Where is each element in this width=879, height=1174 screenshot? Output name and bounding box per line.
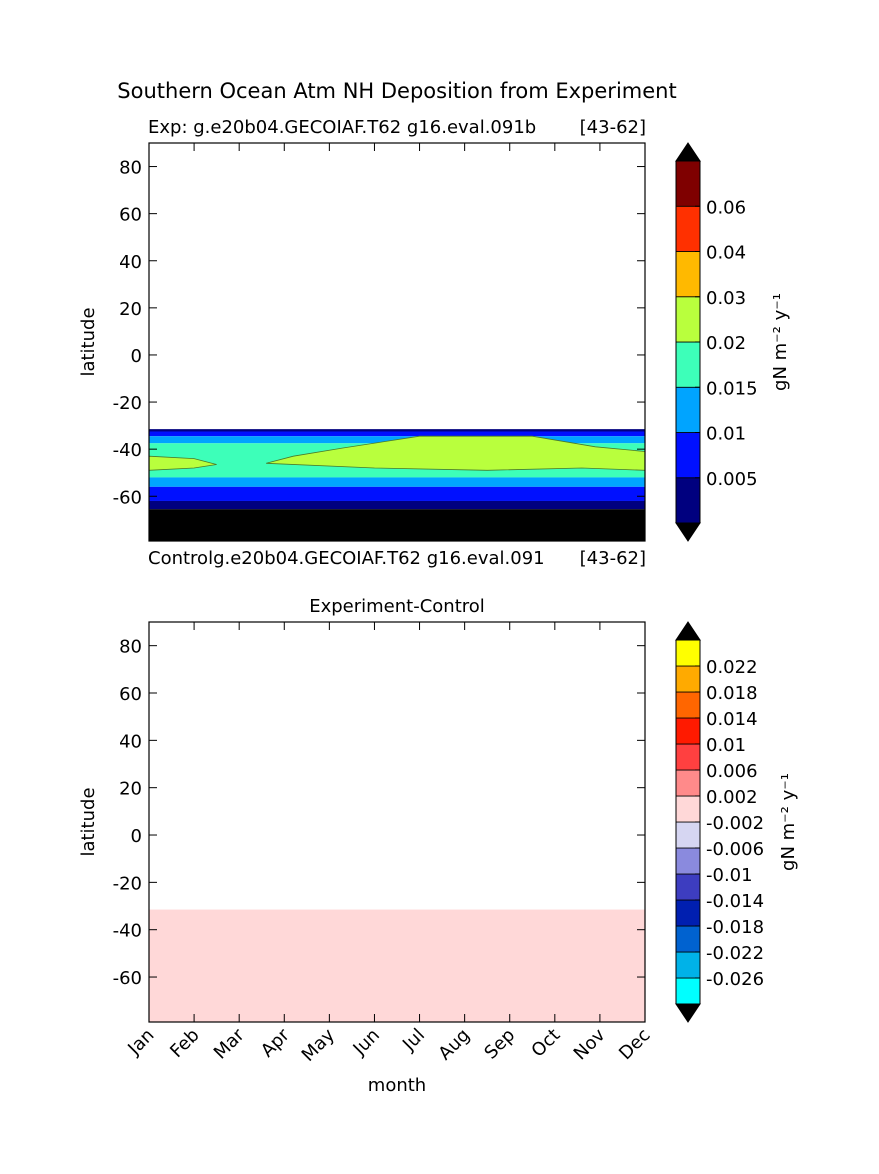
colorbar-tick-label: 0.04 (706, 243, 746, 264)
colorbar-swatch (675, 873, 701, 901)
xtick-label: Sep (480, 1025, 519, 1064)
ytick-label: -60 (113, 487, 142, 508)
difference-panel: 80 60 40 20 0 -20 -40 -60 Jan Feb Mar Apr May Jun Jul A… (78, 548, 799, 1096)
ytick-label: -40 (113, 921, 142, 942)
colorbar-tick-label: 0.03 (706, 288, 746, 309)
colorbar-tick-label: -0.018 (706, 917, 764, 938)
colorbar-swatch (675, 821, 701, 849)
contour-band (149, 909, 645, 1022)
colorbar-tick-label: 0.06 (706, 197, 746, 218)
colorbar-tick-label: -0.022 (706, 943, 764, 964)
contour-band (149, 509, 645, 541)
colorbar-tick-label: 0.015 (706, 378, 758, 399)
ytick-label: 60 (119, 205, 142, 226)
colorbar-swatch (675, 951, 701, 979)
ytick-label: 0 (131, 826, 142, 847)
subtitle-right: [43-62] (580, 548, 646, 569)
colorbar-tick-label: 0.01 (706, 424, 746, 445)
subtitle-left: Controlg.e20b04.GECOIAF.T62 g16.eval.091 (148, 548, 545, 569)
colorbar-swatch (675, 665, 701, 693)
xtick-label: Mar (210, 1024, 249, 1063)
xtick-label: Jul (398, 1025, 429, 1056)
colorbar-swatch (675, 925, 701, 953)
ytick-label: -40 (113, 440, 142, 461)
ytick-label: 60 (119, 684, 142, 705)
contour-band (149, 486, 645, 501)
colorbar-extend-bottom (675, 1003, 701, 1023)
colorbar-swatch (675, 205, 701, 252)
colorbar-tick-label: 0.01 (706, 735, 746, 756)
xtick-label: Jun (349, 1025, 384, 1060)
contour-region (266, 435, 646, 471)
colorbar-swatch (675, 341, 701, 388)
xtick-label: Aug (434, 1025, 474, 1065)
y-axis-label: latitude (78, 307, 99, 376)
ytick-label: 40 (119, 252, 142, 273)
colorbar-swatch (675, 769, 701, 797)
subtitle-right: [43-62] (580, 117, 646, 138)
colorbar-label: gN m⁻² y⁻¹ (770, 293, 791, 391)
ytick-label: -60 (113, 968, 142, 989)
colorbar-tick-label: -0.014 (706, 891, 764, 912)
colorbar-swatch (675, 847, 701, 875)
colorbar-swatch (675, 795, 701, 823)
colorbar-tick-label: 0.014 (706, 709, 758, 730)
xtick-label: Jan (123, 1025, 158, 1060)
colorbar-extend-bottom (675, 522, 701, 542)
ytick-label: 40 (119, 731, 142, 752)
colorbar-swatch (675, 477, 701, 524)
colorbar-swatch (675, 386, 701, 433)
colorbar-tick-label: 0.02 (706, 333, 746, 354)
x-axis-label: month (368, 1075, 426, 1096)
xtick-label: Feb (166, 1025, 203, 1062)
contour-band (149, 429, 645, 432)
colorbar-swatch (675, 160, 701, 207)
colorbar-swatch (675, 977, 701, 1005)
plot-frame (148, 621, 646, 1023)
xtick-label: Dec (615, 1025, 654, 1064)
ytick-label: 20 (119, 299, 142, 320)
colorbar-tick-label: 0.002 (706, 787, 758, 808)
xtick-label: Oct (527, 1025, 564, 1062)
plot-frame (148, 142, 646, 542)
colorbar-tick-label: 0.006 (706, 761, 758, 782)
colorbar-tick-label: 0.018 (706, 683, 758, 704)
colorbar-swatch (675, 691, 701, 719)
contour-band (149, 477, 645, 487)
ytick-label: 80 (119, 158, 142, 179)
subtitle-left: Exp: g.e20b04.GECOIAF.T62 g16.eval.091b (148, 117, 536, 138)
colorbar-tick-label: 0.005 (706, 469, 758, 490)
y-axis-label: latitude (78, 787, 99, 856)
colorbar-swatch (675, 432, 701, 479)
panel-title: Experiment-Control (309, 596, 485, 617)
ytick-label: 0 (131, 346, 142, 367)
ytick-label: 80 (119, 637, 142, 658)
xtick-label: May (298, 1024, 339, 1065)
colorbar-swatch (675, 717, 701, 745)
colorbar-tick-label: -0.01 (706, 865, 753, 886)
figure-title: Southern Ocean Atm NH Deposition from Ex… (117, 79, 676, 103)
colorbar-swatch (675, 639, 701, 667)
experiment-panel: 80 60 40 20 0 -20 -40 -60 Exp: g.e20b04.GECOIAF.… (78, 117, 791, 542)
colorbar-swatch (675, 743, 701, 771)
ytick-label: -20 (113, 873, 142, 894)
colorbar-swatch (675, 251, 701, 298)
xtick-label: Nov (570, 1024, 610, 1064)
contour-band (149, 500, 645, 510)
ytick-label: 20 (119, 779, 142, 800)
contour-band (149, 431, 645, 437)
colorbar-label: gN m⁻² y⁻¹ (778, 773, 799, 871)
colorbar-extend-top (675, 142, 701, 162)
colorbar-tick-label: -0.026 (706, 969, 764, 990)
colorbar-extend-top (675, 621, 701, 641)
colorbar-tick-label: -0.002 (706, 813, 764, 834)
colorbar-tick-label: 0.022 (706, 657, 758, 678)
colorbar-swatch (675, 296, 701, 343)
xtick-label: Apr (257, 1024, 294, 1061)
ytick-label: -20 (113, 393, 142, 414)
colorbar-tick-label: -0.006 (706, 839, 764, 860)
colorbar-swatch (675, 899, 701, 927)
